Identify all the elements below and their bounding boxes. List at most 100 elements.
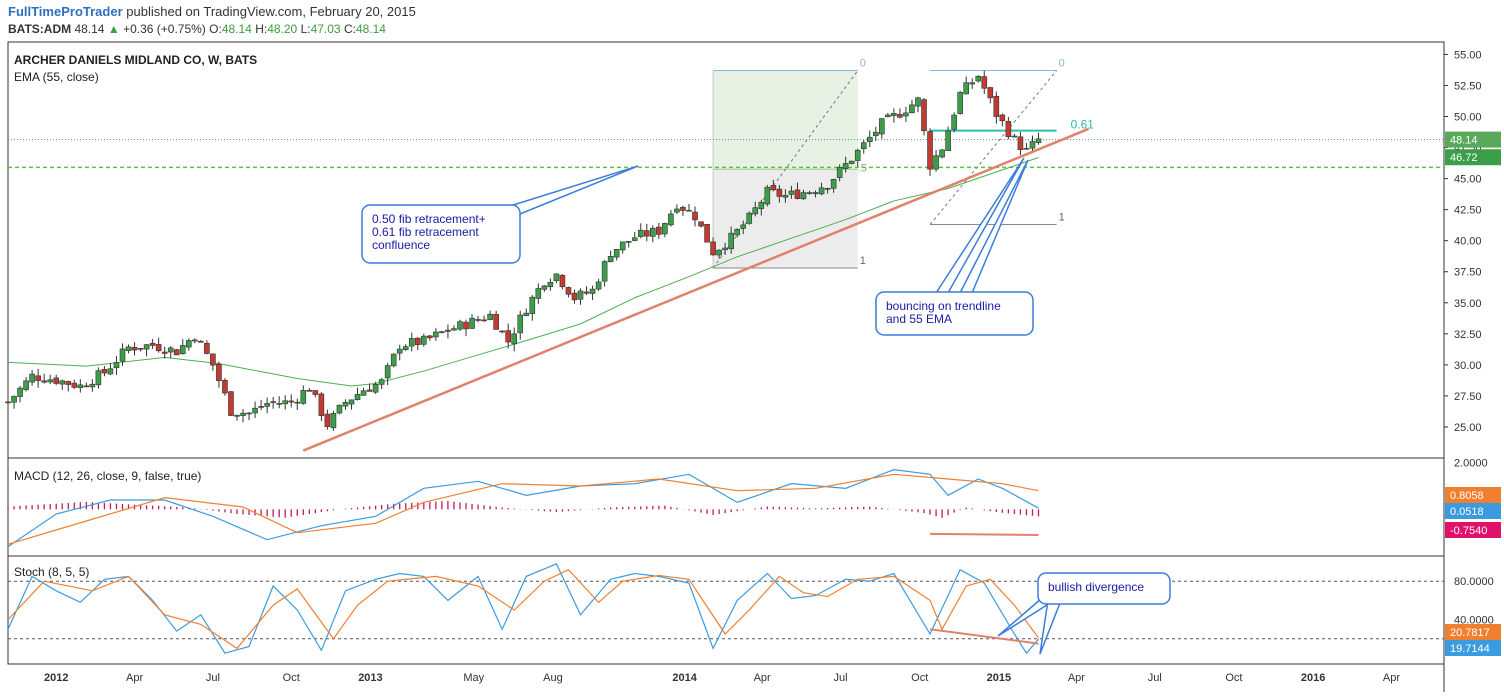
- candle-down: [173, 349, 180, 356]
- callout-fib-confluence-text: confluence: [372, 238, 430, 252]
- high-value: 48.20: [267, 22, 298, 36]
- high-label: H:: [255, 22, 268, 36]
- candle-down: [770, 185, 777, 191]
- y-tick-label: 27.50: [1454, 391, 1482, 403]
- stoch-d-line: [7, 568, 1039, 650]
- ema-indicator-title: EMA (55, close): [14, 70, 99, 84]
- candle-down: [161, 351, 168, 354]
- candle-down: [222, 379, 228, 394]
- macd-value-label: 0.8058: [1450, 490, 1484, 502]
- x-tick-label: Apr: [1068, 672, 1085, 684]
- callout-fib-confluence-box: [361, 204, 521, 264]
- candle-up: [879, 118, 885, 135]
- x-tick-label: Aug: [543, 672, 563, 684]
- candle-down: [5, 401, 11, 404]
- y-tick-label: 52.50: [1454, 80, 1482, 92]
- candle-up: [457, 321, 463, 330]
- symbol: BATS:ADM: [8, 22, 72, 36]
- y-tick-label: 37.50: [1454, 267, 1482, 279]
- candle-down: [656, 226, 662, 235]
- candle-up: [408, 338, 415, 347]
- trendline: [302, 127, 1089, 452]
- candle-up: [360, 390, 367, 396]
- candle-up: [951, 114, 957, 130]
- macd-pane[interactable]: [7, 469, 1040, 548]
- candle-up: [909, 104, 915, 114]
- candle-up: [487, 313, 493, 320]
- candle-down: [921, 99, 927, 132]
- y-tick-label: 32.50: [1454, 329, 1482, 341]
- candle-down: [481, 319, 487, 322]
- callout-bullish-divergence-box: [1037, 572, 1171, 605]
- chart-frame: [7, 41, 1445, 692]
- candle-down: [704, 223, 710, 243]
- candle-up: [589, 288, 596, 294]
- fib-right-label-061: 0.61: [1071, 118, 1095, 132]
- candle-down: [270, 401, 276, 403]
- price-pane[interactable]: 0 .5 1 0 1 0.61: [5, 58, 1445, 452]
- candle-down: [680, 207, 686, 211]
- author-link[interactable]: FullTimeProTrader: [8, 4, 123, 19]
- candle-down: [565, 287, 572, 295]
- callout-trendline-bounce-text: and 55 EMA: [886, 312, 952, 326]
- candle-up: [613, 248, 620, 258]
- ema-55-line: [7, 157, 1039, 387]
- price-pane-title: ARCHER DANIELS MIDLAND CO, W, BATS: [14, 53, 257, 67]
- macd-value-label-bg: [1445, 503, 1501, 519]
- candle-up: [734, 228, 740, 236]
- price-change: +0.36 (+0.75%): [123, 22, 206, 36]
- candle-up: [674, 208, 680, 213]
- candle-up: [300, 390, 307, 404]
- candle-up: [354, 394, 361, 400]
- candle-up: [969, 82, 976, 85]
- macd-y-tick: 2.0000: [1454, 458, 1488, 470]
- x-tick-label: 2014: [672, 672, 697, 684]
- x-tick-label: Jul: [206, 672, 220, 684]
- annotations-layer: ARCHER DANIELS MIDLAND CO, W, BATS EMA (5…: [14, 53, 1171, 655]
- candle-up: [758, 201, 765, 209]
- candle-up: [384, 365, 391, 379]
- candle-up: [185, 340, 192, 348]
- candle-down: [41, 380, 47, 383]
- stoch-value-label: 20.7817: [1450, 627, 1490, 639]
- candle-up: [252, 407, 258, 414]
- candle-up: [535, 288, 542, 299]
- callout-fib-confluence-text: 0.50 fib retracement+: [372, 212, 486, 226]
- candle-down: [1005, 121, 1012, 138]
- candle-down: [288, 400, 295, 403]
- candle-up: [619, 241, 626, 251]
- candle-up: [119, 348, 126, 362]
- candle-up: [553, 273, 560, 281]
- callout-fib-confluence-text: 0.61 fib retracement: [372, 225, 479, 239]
- close-value: 48.14: [355, 22, 386, 36]
- candle-up: [957, 92, 963, 114]
- x-tick-label: Apr: [1383, 672, 1400, 684]
- stoch-y-tick: 40.0000: [1454, 615, 1494, 627]
- candle-down: [571, 292, 578, 301]
- candle-up: [264, 403, 270, 407]
- candle-up: [1035, 138, 1042, 143]
- candle-up: [716, 249, 722, 256]
- candle-up: [23, 380, 29, 390]
- price-label: 48.14: [1450, 135, 1478, 147]
- candle-down: [427, 335, 433, 339]
- candle-up: [529, 296, 536, 314]
- candle-up: [577, 290, 584, 300]
- candle-down: [499, 330, 505, 333]
- y-tick-label: 45.00: [1454, 174, 1482, 186]
- publish-line: FullTimeProTrader published on TradingVi…: [8, 4, 416, 19]
- stoch-pane[interactable]: [7, 563, 1444, 655]
- up-arrow-icon: ▲: [107, 22, 120, 36]
- macd-pane-title: MACD (12, 26, close, 9, false, true): [14, 469, 201, 483]
- callout-bullish-divergence: bullish divergence: [997, 572, 1171, 655]
- candle-up: [752, 207, 759, 215]
- candle-down: [155, 344, 162, 352]
- candle-up: [848, 160, 855, 164]
- candle-up: [860, 142, 867, 150]
- candle-down: [366, 389, 373, 392]
- fib-right-label-0: 0: [1059, 58, 1065, 70]
- candle-down: [414, 337, 421, 346]
- candle-up: [330, 413, 337, 429]
- y-tick-label: 40.00: [1454, 236, 1482, 248]
